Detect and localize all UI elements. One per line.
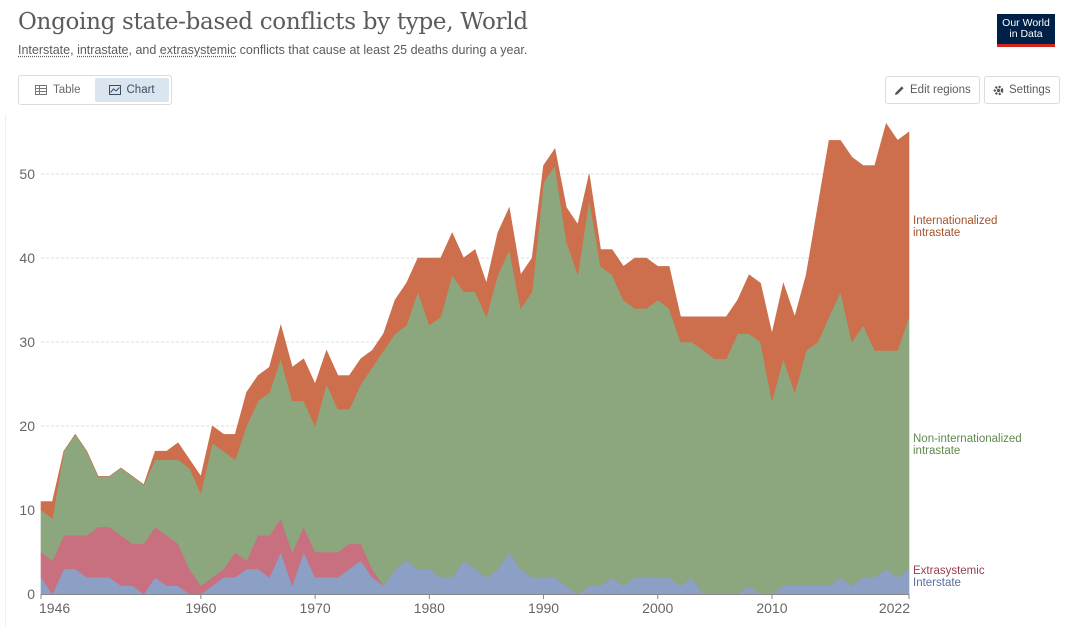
settings-button[interactable]: Settings (984, 76, 1060, 104)
tab-table-label: Table (53, 84, 81, 96)
chart-subtitle: Interstate, intrastate, and extrasystemi… (18, 43, 527, 57)
edit-regions-label: Edit regions (910, 84, 971, 96)
chart-title: Ongoing state-based conflicts by type, W… (18, 9, 528, 35)
subtitle-text: conflicts that cause at least 25 deaths … (236, 43, 528, 57)
y-tick-label: 40 (19, 250, 35, 266)
tab-table[interactable]: Table (21, 78, 95, 102)
logo-line-2: in Data (1009, 28, 1043, 40)
y-tick-label: 0 (27, 586, 35, 602)
y-tick-label: 30 (19, 334, 35, 350)
tab-chart-label: Chart (126, 84, 155, 96)
table-icon (35, 85, 47, 95)
x-tick-label: 2022 (879, 600, 910, 616)
logo-line-1: Our World (1002, 17, 1050, 29)
pencil-icon (895, 85, 904, 95)
legend-internationalized-line1[interactable]: Internationalized (913, 215, 997, 227)
chart-icon (108, 85, 121, 95)
subtitle-text: , and (128, 43, 160, 57)
y-tick-label: 50 (19, 166, 35, 182)
y-tick-label: 20 (19, 418, 35, 434)
x-tick-label: 1980 (414, 600, 445, 616)
legend-interstate[interactable]: Interstate (913, 577, 961, 589)
x-tick-label: 2000 (642, 600, 673, 616)
owid-logo[interactable]: Our World in Data (997, 14, 1055, 47)
x-tick-label: 1946 (39, 600, 70, 616)
x-tick-label: 1990 (528, 600, 559, 616)
view-tabs: Table Chart (18, 75, 172, 105)
edit-regions-button[interactable]: Edit regions (885, 76, 980, 104)
subtitle-link-extrasystemic[interactable]: extrasystemic (159, 43, 237, 57)
x-tick-label: 1970 (300, 600, 331, 616)
y-tick-labels: 0 10 20 30 40 50 (19, 166, 35, 602)
chart-axes (40, 594, 910, 599)
x-tick-labels: 1946 1960 1970 1980 1990 2000 2010 2022 (39, 600, 910, 616)
settings-label: Settings (1009, 84, 1051, 96)
legend-internationalized-line2[interactable]: intrastate (913, 227, 960, 239)
subtitle-link-intrastate[interactable]: intrastate (77, 43, 129, 57)
subtitle-text: , (70, 43, 78, 57)
legend-noninternationalized-line1[interactable]: Non-internationalized (913, 433, 1022, 445)
chart-card (5, 114, 1069, 626)
chart-legend: Internationalized intrastate Non-interna… (913, 215, 1022, 589)
tab-chart[interactable]: Chart (94, 78, 169, 102)
gear-icon (993, 85, 1004, 95)
area-internationalized[interactable] (40, 122, 910, 519)
x-tick-label: 2010 (756, 600, 787, 616)
legend-extrasystemic[interactable]: Extrasystemic (913, 565, 985, 577)
legend-noninternationalized-line2[interactable]: intrastate (913, 445, 960, 457)
area-noninternationalized[interactable] (40, 164, 910, 595)
subtitle-link-interstate[interactable]: Interstate (18, 43, 71, 57)
y-tick-label: 10 (19, 502, 35, 518)
x-tick-label: 1960 (185, 600, 216, 616)
chart-areas (40, 122, 910, 595)
